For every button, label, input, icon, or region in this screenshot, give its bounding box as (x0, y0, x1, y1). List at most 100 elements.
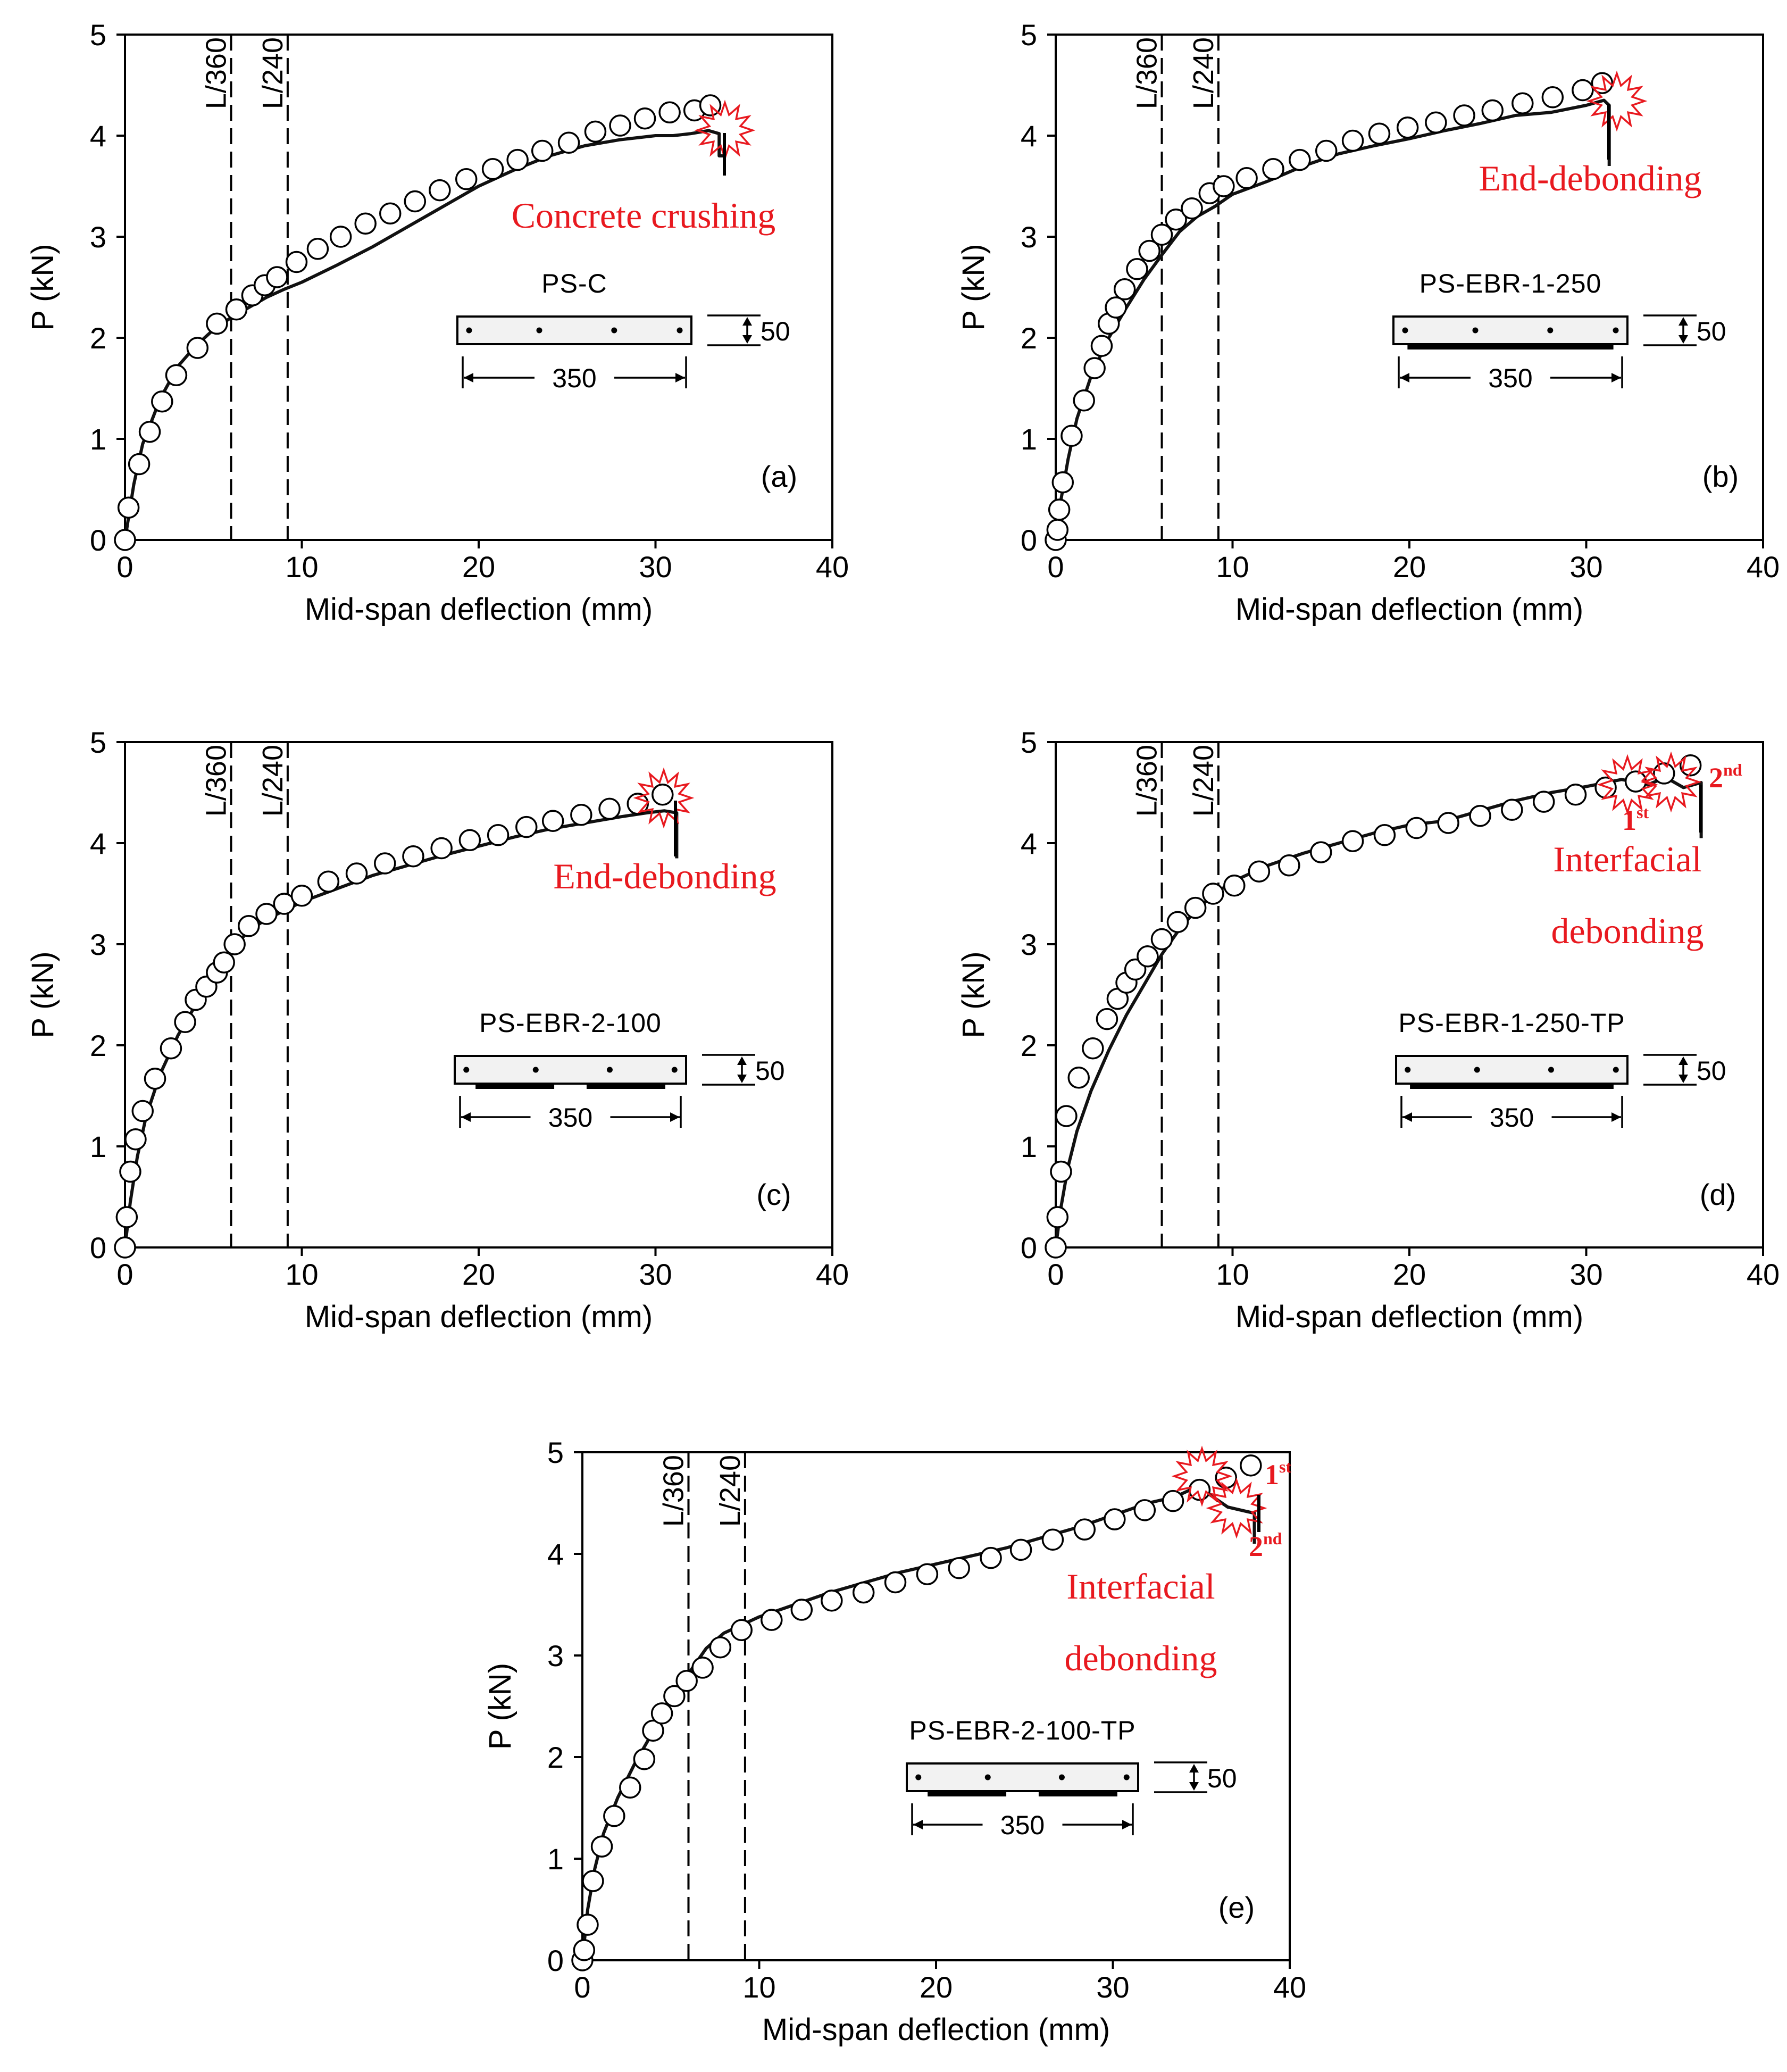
numerical-point (1166, 911, 1189, 933)
rebar-dot (606, 1067, 613, 1073)
failure-mode-label: debonding (1064, 1638, 1217, 1678)
numerical-point (430, 837, 453, 860)
x-tick-label: 10 (1216, 1258, 1249, 1291)
numerical-point (487, 824, 510, 846)
rebar-dot (915, 1774, 922, 1780)
rebar-dot (1547, 327, 1554, 334)
x-tick-label: 40 (1747, 1258, 1780, 1291)
numerical-point (541, 810, 564, 832)
failure-mode-label: debonding (1551, 911, 1704, 951)
numerical-point (1048, 498, 1071, 521)
frp-plate (1410, 1084, 1614, 1089)
arrow-left-icon (461, 1112, 471, 1122)
x-tick-label: 0 (1047, 1258, 1064, 1291)
x-tick-label: 0 (116, 550, 133, 584)
numerical-point (1096, 1008, 1118, 1030)
order-number: 1 (1622, 804, 1636, 836)
beam-schematic: PS-EBR-2-100-TP 50 350 (906, 1716, 1237, 1840)
y-tick-label: 5 (1021, 726, 1037, 759)
numerical-point (1315, 139, 1338, 162)
arrow-left-icon (1400, 373, 1409, 382)
numerical-point (404, 190, 427, 213)
numerical-point (1235, 167, 1258, 189)
numerical-point (1262, 157, 1284, 180)
failure-star-icon (1597, 754, 1658, 816)
numerical-point (144, 1067, 166, 1090)
numerical-point (124, 1128, 147, 1151)
numerical-point (1150, 223, 1173, 246)
y-tick-label: 1 (90, 422, 106, 456)
numerical-point (114, 1236, 136, 1259)
panel-label: (d) (1700, 1178, 1736, 1211)
order-number: 2 (1709, 762, 1723, 794)
beam-schematic: PS-C 50 350 (456, 269, 790, 393)
numerical-point (1051, 471, 1074, 494)
rebar-dot (677, 327, 683, 334)
numerical-point (1481, 99, 1504, 122)
arrow-left-icon (1402, 1112, 1412, 1122)
arrow-up-icon (1189, 1764, 1199, 1773)
arrow-up-icon (737, 1056, 747, 1065)
numerical-point (402, 845, 424, 868)
numerical-point (1425, 111, 1447, 134)
rebar-dot (1402, 327, 1408, 334)
beam-body (456, 315, 692, 345)
numerical-point (1073, 1518, 1096, 1541)
numerical-point (633, 107, 656, 130)
length-label: 350 (1490, 1103, 1534, 1133)
x-axis-title: Mid-span deflection (mm) (305, 592, 653, 627)
numerical-point (619, 1776, 641, 1799)
numerical-point (1469, 804, 1491, 827)
numerical-point (1289, 148, 1311, 171)
arrow-right-icon (1122, 1820, 1132, 1829)
numerical-point (128, 453, 151, 476)
numerical-point (354, 212, 377, 235)
numerical-point (1045, 1236, 1067, 1259)
numerical-point (131, 1100, 154, 1122)
rebar-dot (466, 327, 472, 334)
arrow-up-icon (1679, 1056, 1688, 1065)
x-tick-label: 40 (816, 550, 849, 584)
numerical-point (186, 337, 209, 359)
numerical-point (429, 179, 451, 202)
failure-mode-label: Concrete crushing (512, 195, 776, 236)
numerical-point (531, 139, 554, 162)
y-tick-label: 2 (1021, 1029, 1037, 1062)
beam-schematic: PS-EBR-2-100 50 350 (454, 1008, 785, 1133)
beam-schematic: PS-EBR-1-250 50 350 (1392, 269, 1726, 393)
numerical-point (345, 862, 368, 885)
ref-line-label: L/240 (257, 37, 289, 109)
y-tick-label: 3 (90, 220, 106, 254)
x-tick-label: 0 (1047, 550, 1064, 584)
y-tick-label: 5 (547, 1436, 564, 1469)
numerical-point (790, 1599, 813, 1621)
order-suffix: st (1279, 1457, 1291, 1476)
numerical-point (1373, 824, 1396, 846)
arrow-right-icon (1611, 1112, 1621, 1122)
numerical-point (1405, 817, 1428, 839)
numerical-point (709, 1636, 732, 1659)
numerical-point (948, 1557, 970, 1579)
failure-star-icon (1206, 1477, 1267, 1539)
numerical-point (1083, 357, 1106, 379)
numerical-point (255, 903, 278, 925)
ref-line-label: L/360 (201, 37, 232, 109)
x-axis-title: Mid-span deflection (mm) (1235, 592, 1583, 627)
numerical-point (1046, 1206, 1069, 1228)
y-tick-label: 4 (90, 119, 106, 153)
numerical-point (1082, 1037, 1104, 1060)
y-tick-label: 1 (547, 1842, 564, 1876)
rebar-dot (536, 327, 542, 334)
numerical-point (598, 797, 621, 820)
numerical-point (114, 529, 136, 551)
failure-order-label: 2nd (1249, 1529, 1282, 1562)
frp-plate (1038, 1791, 1117, 1796)
y-tick-label: 4 (1021, 119, 1037, 153)
rebar-dot (1405, 1067, 1411, 1073)
numerical-point (455, 168, 478, 190)
x-axis-title: Mid-span deflection (mm) (305, 1300, 653, 1334)
specimen-name: PS-EBR-2-100 (479, 1008, 662, 1038)
y-tick-label: 5 (1021, 18, 1037, 52)
specimen-name: PS-EBR-2-100-TP (909, 1716, 1135, 1745)
